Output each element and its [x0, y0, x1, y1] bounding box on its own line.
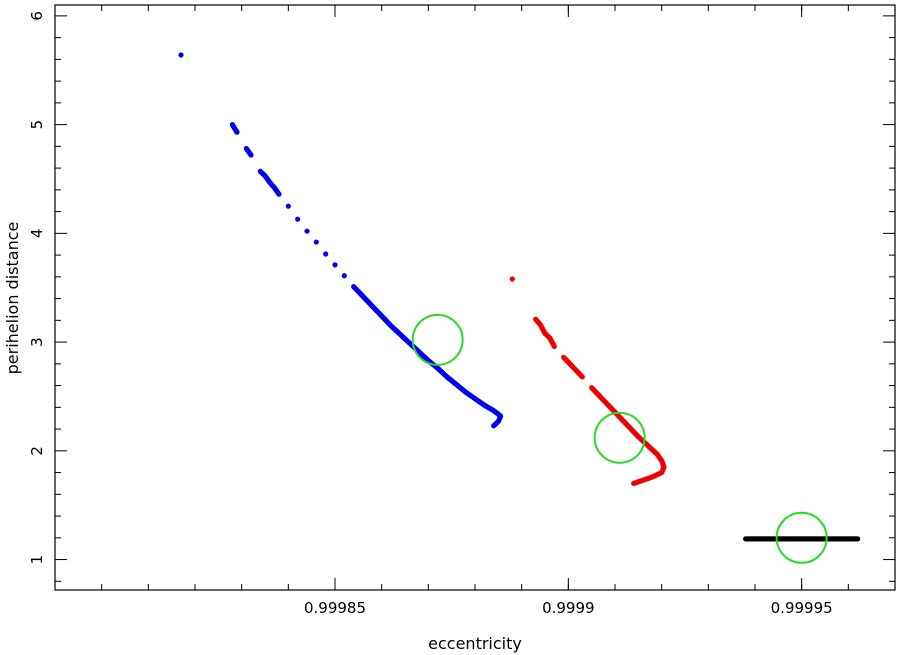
data-point: [578, 373, 585, 379]
y-tick-label: 2: [28, 446, 46, 456]
x-tick-label: 0.9999: [542, 599, 595, 617]
data-point: [323, 251, 329, 257]
data-point: [332, 262, 338, 268]
data-point: [304, 228, 310, 234]
x-tick-label: 0.99985: [304, 599, 366, 617]
data-point: [853, 536, 860, 542]
data-point: [285, 203, 291, 209]
y-axis-title: perihelion distance: [3, 222, 22, 375]
data-point: [313, 239, 319, 245]
data-point: [341, 273, 347, 279]
data-point: [551, 342, 557, 349]
y-tick-label: 6: [28, 11, 46, 21]
x-tick-label: 0.99995: [771, 599, 833, 617]
y-tick-label: 1: [28, 555, 46, 565]
data-points: [178, 52, 861, 542]
data-point: [295, 216, 301, 222]
data-point: [632, 480, 638, 486]
y-tick-label: 3: [28, 337, 46, 347]
data-point: [247, 151, 253, 157]
highlight-circle: [775, 511, 828, 564]
data-point: [233, 128, 240, 134]
data-point: [275, 190, 281, 196]
highlight-circle: [411, 313, 464, 366]
highlight-circles: [411, 313, 828, 564]
data-point: [491, 422, 498, 428]
x-axis-title: eccentricity: [428, 634, 522, 653]
plot-frame: [54, 4, 896, 591]
y-tick-label: 5: [28, 120, 46, 130]
data-point: [509, 276, 515, 282]
y-tick-label: 4: [28, 229, 46, 239]
data-point: [178, 52, 184, 58]
highlight-circle: [593, 411, 646, 464]
axis-ticks: 0.99985 0.9999 0.99995 1 2 3 4 5 6: [28, 5, 896, 617]
